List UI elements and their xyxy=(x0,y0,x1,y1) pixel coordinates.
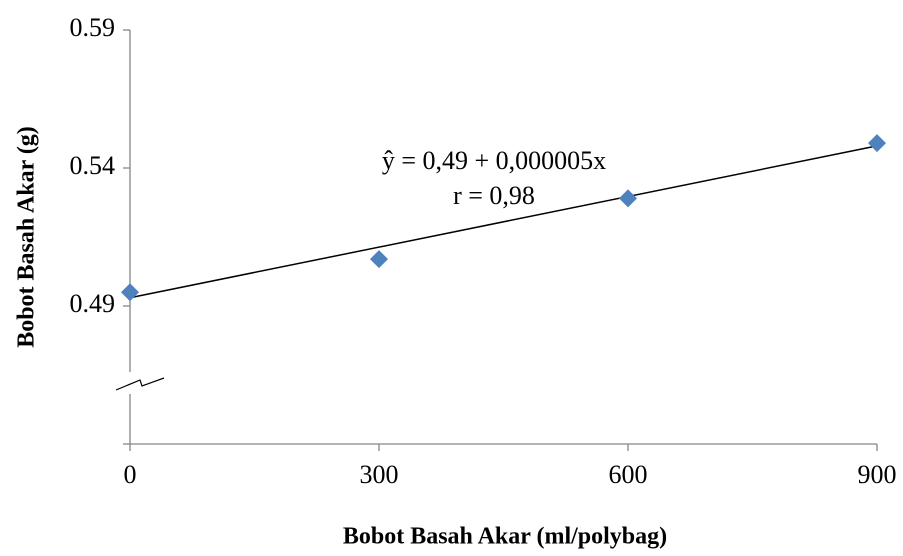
y-tick-label: 0.54 xyxy=(70,151,116,180)
y-tick-label: 0.49 xyxy=(70,289,116,318)
x-axis-title: Bobot Basah Akar (ml/polybag) xyxy=(343,524,667,550)
x-tick-label: 0 xyxy=(124,460,137,489)
point xyxy=(619,189,637,208)
equation: ŷ = 0,49 + 0,000005x xyxy=(382,146,606,175)
point xyxy=(868,134,886,153)
x-tick-label: 600 xyxy=(609,460,648,489)
axis-break-mark xyxy=(115,377,165,391)
point xyxy=(121,283,139,302)
y-axis-title: Bobot Basah Akar (g) xyxy=(14,126,40,348)
y-tick-label: 0.59 xyxy=(70,13,116,42)
x-tick-label: 300 xyxy=(360,460,399,489)
trend-line xyxy=(129,145,878,299)
point xyxy=(370,250,388,269)
correlation: r = 0,98 xyxy=(453,181,535,210)
x-tick-label: 900 xyxy=(858,460,897,489)
